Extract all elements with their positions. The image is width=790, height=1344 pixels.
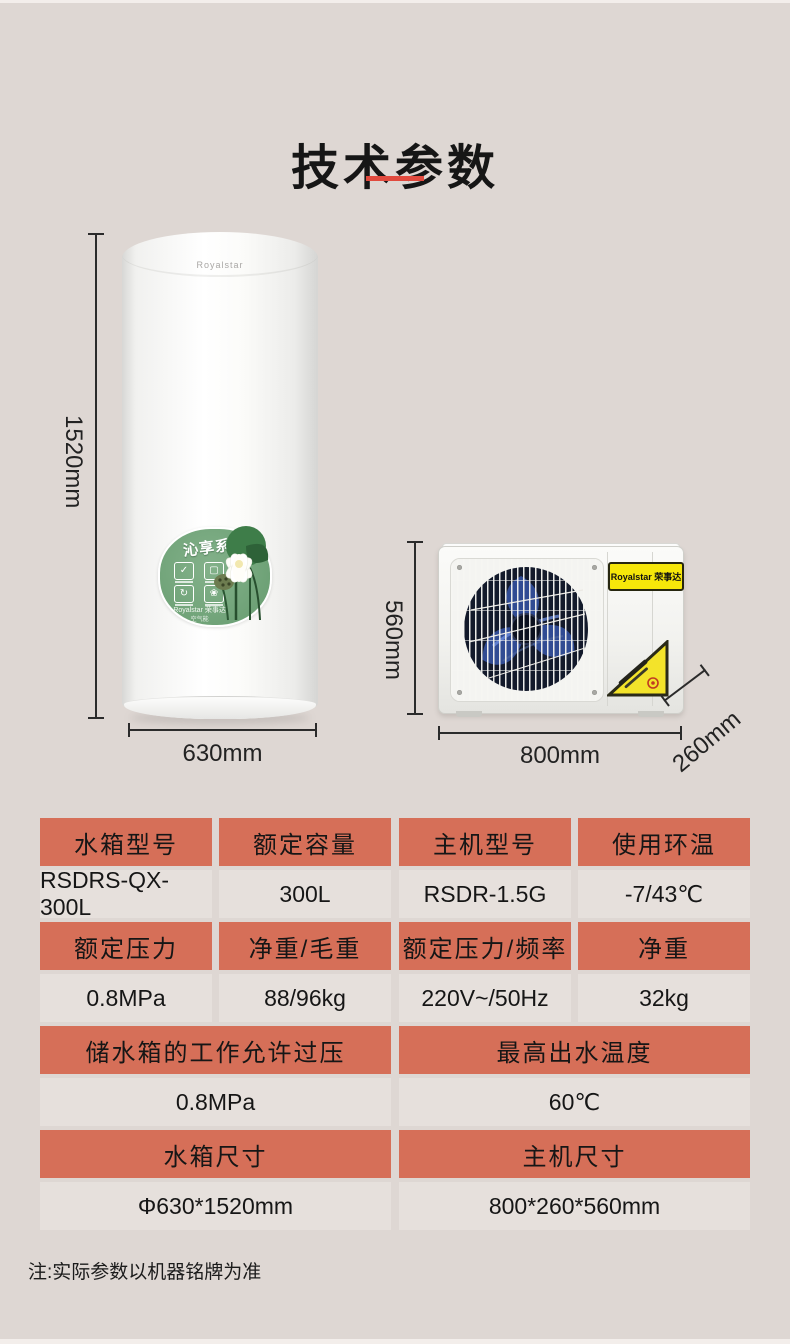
table-row: 水箱尺寸 [40,1130,391,1178]
table-row: 主机型号 使用环温 [399,818,750,866]
data-cell: 32kg [578,974,750,1022]
unit-panel-seam-2 [652,552,653,706]
unit-panel-seam [607,552,608,706]
sticker-sub-line: 空气能 [190,617,209,623]
data-cell: Φ630*1520mm [40,1182,391,1230]
table-row: 0.8MPa 88/96kg [40,974,391,1022]
data-cell: 0.8MPa [40,1078,391,1126]
recycle-icon: ↻ [174,585,194,603]
data-cell: 300L [219,870,391,918]
unit-width-label: 800mm [519,742,601,769]
spec-table-left: 水箱型号 额定容量 RSDRS-QX-300L 300L 额定压力 净重/毛重 … [40,818,391,1230]
table-row: 220V~/50Hz 32kg [399,974,750,1022]
title-underline-decoration [366,176,424,181]
header-cell: 额定压力/频率 [399,922,571,970]
data-cell: 60℃ [399,1078,750,1126]
sticker-brand-line: Royalstar 荣事达 [173,607,226,614]
header-cell: 主机尺寸 [399,1130,750,1178]
unit-foot [456,711,482,717]
header-cell: 水箱型号 [40,818,212,866]
brand-badge: Royalstar 荣事达 [608,562,684,591]
data-cell: RSDR-1.5G [399,870,571,918]
tank-base [124,696,316,719]
data-cell: 0.8MPa [40,974,212,1022]
screw-icon [592,565,597,570]
table-row: 0.8MPa [40,1078,391,1126]
header-cell: 储水箱的工作允许过压 [40,1026,391,1074]
header-cell: 额定压力 [40,922,212,970]
table-row: RSDRS-QX-300L 300L [40,867,391,920]
page-title: 技术参数 [290,142,499,196]
unit-width-dimension-line [438,726,682,740]
spec-table: 水箱型号 额定容量 RSDRS-QX-300L 300L 额定压力 净重/毛重 … [40,818,750,1230]
data-cell: 88/96kg [219,974,391,1022]
table-row: Φ630*1520mm [40,1182,391,1230]
unit-height-dimension-line [407,541,423,715]
table-row: 60℃ [399,1078,750,1126]
header-cell: 使用环温 [578,818,750,866]
bottom-edge-strip [0,1339,790,1344]
data-cell: 800*260*560mm [399,1182,750,1230]
table-row: 主机尺寸 [399,1130,750,1178]
unit-foot [638,711,664,717]
header-cell: 主机型号 [399,818,571,866]
spec-table-right: 主机型号 使用环温 RSDR-1.5G -7/43℃ 额定压力/频率 净重 22… [399,818,750,1230]
check-icon: ✓ [174,562,194,580]
header-cell: 最高出水温度 [399,1026,750,1074]
unit-height-label: 560mm [380,599,407,681]
sticker-feature-grid: ✓ ▢ ↻ ❀ [174,562,224,603]
data-cell: 220V~/50Hz [399,974,571,1022]
tank-diameter-label: 630mm [182,740,263,767]
header-cell: 额定容量 [219,818,391,866]
screw-icon [592,690,597,695]
data-cell: RSDRS-QX-300L [40,867,212,920]
header-cell: 净重/毛重 [219,922,391,970]
screw-icon [457,565,462,570]
tank-diameter-dimension-line [128,723,317,737]
footnote: 注:实际参数以机器铭牌为准 [28,1262,262,1283]
screw-icon [457,690,462,695]
table-row: 储水箱的工作允许过压 [40,1026,391,1074]
warning-triangle-icon [607,640,669,697]
header-cell: 水箱尺寸 [40,1130,391,1178]
tank-height-label: 1520mm [60,415,87,509]
top-edge-strip [0,0,790,3]
table-row: 800*260*560mm [399,1182,750,1230]
table-row: 水箱型号 额定容量 [40,818,391,866]
table-row: RSDR-1.5G -7/43℃ [399,870,750,918]
tank-brand-logo: Royalstar [196,260,244,270]
fan-grille-panel [450,558,604,702]
grille-lines [451,559,603,701]
data-cell: -7/43℃ [578,870,750,918]
table-row: 额定压力 净重/毛重 [40,922,391,970]
panel-icon: ▢ [204,562,224,580]
tank-lid-seam [122,233,318,277]
table-row: 额定压力/频率 净重 [399,922,750,970]
water-tank-image [122,232,318,719]
header-cell: 净重 [578,922,750,970]
lotus-flower-icon [214,526,269,621]
table-row: 最高出水温度 [399,1026,750,1074]
tank-height-dimension-line [88,233,104,719]
